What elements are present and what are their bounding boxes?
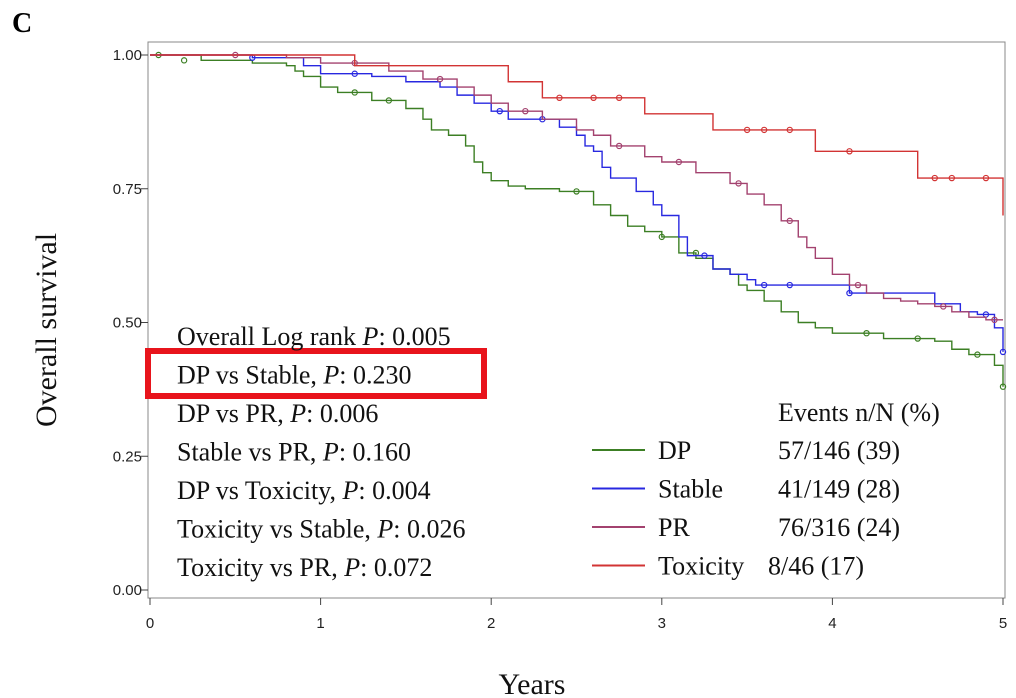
comparison-value: : 0.160: [339, 438, 411, 467]
comparison-stat: P: [343, 553, 360, 582]
censor-mark: [914, 335, 921, 342]
censor-mark: [573, 188, 580, 195]
censor-mark: [385, 97, 393, 104]
censor-mark: [675, 158, 683, 166]
censor-mark: [180, 57, 188, 64]
comparison-label: DP vs PR,: [177, 399, 290, 428]
comparison-label: Toxicity vs PR,: [177, 553, 344, 582]
y-tick-label: 0.25: [113, 448, 142, 465]
x-tick-label: 3: [658, 615, 666, 632]
censor-mark: [701, 252, 708, 259]
censor-mark: [846, 289, 853, 297]
censor-mark: [496, 107, 503, 115]
censor-mark: [735, 180, 742, 187]
legend-events: 41/149 (28): [778, 475, 900, 504]
censor-mark: [522, 107, 529, 115]
y-tick-label: 0.50: [113, 315, 142, 332]
comparison-stat: P: [376, 515, 393, 544]
censor-mark: [351, 89, 358, 96]
highlight-box: [145, 348, 487, 399]
censor-mark: [658, 233, 666, 241]
x-tick-label: 5: [999, 615, 1007, 632]
censor-mark: [590, 94, 597, 102]
legend-label: Toxicity: [658, 552, 744, 581]
comparison-text: DP vs PR, P: 0.006: [177, 399, 378, 428]
comparison-text: Stable vs PR, P: 0.160: [177, 438, 411, 467]
legend-events: 8/46 (17): [768, 552, 864, 581]
censor-mark: [974, 351, 981, 358]
comparison-label: Toxicity vs Stable,: [177, 515, 377, 544]
comparison-text: DP vs Toxicity, P: 0.004: [177, 476, 431, 505]
x-tick-label: 4: [828, 615, 836, 632]
censor-mark: [982, 174, 990, 182]
censor-mark: [615, 142, 623, 150]
comparison-text: Toxicity vs Stable, P: 0.026: [177, 515, 466, 544]
legend-events: 57/146 (39): [778, 436, 900, 465]
censor-mark: [556, 94, 563, 102]
censor-mark: [991, 316, 998, 324]
comparison-stat: P: [342, 476, 359, 505]
y-tick-label: 0.75: [113, 181, 142, 198]
comparison-value: : 0.006: [306, 399, 378, 428]
censor-mark: [436, 75, 444, 83]
censor-mark: [931, 174, 938, 182]
comparison-text: Overall Log rank P: 0.005: [177, 322, 451, 351]
x-tick-label: 2: [487, 615, 495, 632]
x-tick-label: 0: [146, 615, 154, 632]
censor-mark: [351, 70, 358, 77]
x-tick-label: 1: [316, 615, 324, 632]
panel-label: C: [12, 8, 32, 39]
censor-mark: [786, 217, 793, 225]
comparison-text: DP vs Stable, P: 0.230: [177, 361, 412, 390]
comparison-label: Overall Log rank: [177, 322, 363, 351]
survival-curve: [150, 54, 1003, 321]
legend-label: Stable: [658, 475, 723, 504]
events-header: Events n/N (%): [778, 398, 940, 427]
legend-events: 76/316 (24): [778, 513, 900, 542]
censor-mark: [999, 383, 1007, 390]
comparison-value: : 0.026: [393, 515, 465, 544]
comparison-stat: P: [322, 361, 339, 390]
censor-mark: [999, 348, 1007, 356]
comparison-text: Toxicity vs PR, P: 0.072: [177, 553, 432, 582]
x-axis-label: Years: [499, 668, 566, 698]
comparison-stat: P: [289, 399, 306, 428]
comparison-value: : 0.005: [378, 322, 450, 351]
survival-curve: [150, 54, 1004, 387]
censor-mark: [615, 94, 623, 102]
censor-mark: [743, 126, 751, 134]
comparison-value: : 0.004: [358, 476, 430, 505]
comparison-stat: P: [322, 438, 339, 467]
legend-label: PR: [658, 513, 690, 542]
censor-mark: [948, 174, 956, 182]
comparison-stat: P: [362, 322, 379, 351]
y-tick-label: 1.00: [113, 47, 142, 64]
survival-curve: [150, 54, 1004, 216]
censor-mark: [786, 281, 793, 289]
comparison-label: DP vs Toxicity,: [177, 476, 343, 505]
y-tick-label: 0.00: [113, 582, 142, 599]
censor-mark: [863, 330, 870, 337]
comparison-label: Stable vs PR,: [177, 438, 323, 467]
survival-curve: [150, 54, 1004, 352]
censor-mark: [846, 148, 853, 155]
plot-frame: [147, 41, 1006, 599]
censor-mark: [760, 281, 768, 289]
censor-mark: [786, 126, 793, 134]
censor-mark: [760, 126, 768, 134]
y-axis-label: Overall survival: [30, 233, 63, 427]
comparison-value: : 0.072: [360, 553, 432, 582]
legend-label: DP: [658, 436, 691, 465]
comparison-value: : 0.230: [339, 361, 411, 390]
censor-mark: [940, 303, 947, 310]
censor-mark: [854, 281, 862, 289]
comparison-label: DP vs Stable,: [177, 361, 323, 390]
